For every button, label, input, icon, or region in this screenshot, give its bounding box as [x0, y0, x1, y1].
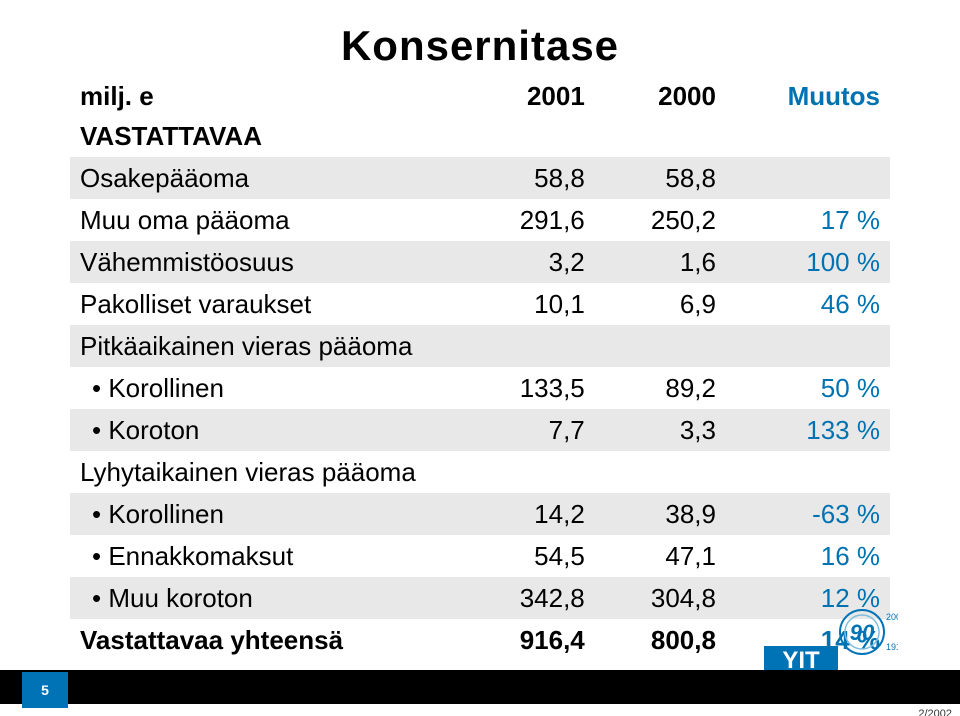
row-c2 — [595, 325, 726, 367]
table: milj. e 2001 2000 Muutos VASTATTAVAAOsak… — [70, 78, 890, 661]
footer-date: 2/2002 — [918, 708, 952, 716]
row-label: Vähemmistöosuus — [70, 241, 464, 283]
row-label: • Korollinen — [70, 493, 464, 535]
row-label: • Ennakkomaksut — [70, 535, 464, 577]
row-label: Muu oma pääoma — [70, 199, 464, 241]
table-row: Osakepääoma58,858,8 — [70, 157, 890, 199]
row-label: • Korollinen — [70, 367, 464, 409]
table-row: Vähemmistöosuus3,21,6100 % — [70, 241, 890, 283]
total-c1: 916,4 — [464, 619, 595, 661]
row-c3: 46 % — [726, 283, 890, 325]
row-c3: -63 % — [726, 493, 890, 535]
row-c1: 291,6 — [464, 199, 595, 241]
row-c3: 50 % — [726, 367, 890, 409]
table-row: • Korollinen14,238,9-63 % — [70, 493, 890, 535]
svg-text:90: 90 — [850, 620, 875, 645]
row-label: VASTATTAVAA — [70, 115, 464, 157]
table-row: • Ennakkomaksut54,547,116 % — [70, 535, 890, 577]
row-label: • Muu koroton — [70, 577, 464, 619]
slide-title: Konsernitase — [0, 22, 960, 70]
row-c2: 250,2 — [595, 199, 726, 241]
row-c1 — [464, 325, 595, 367]
row-c2: 1,6 — [595, 241, 726, 283]
table-row: Muu oma pääoma291,6250,217 % — [70, 199, 890, 241]
table-row: Pitkäaikainen vieras pääoma — [70, 325, 890, 367]
row-c1: 3,2 — [464, 241, 595, 283]
table-body: VASTATTAVAAOsakepääoma58,858,8Muu oma pä… — [70, 115, 890, 619]
col-2001: 2001 — [464, 78, 595, 115]
row-label: Osakepääoma — [70, 157, 464, 199]
row-c2: 6,9 — [595, 283, 726, 325]
row-c1: 7,7 — [464, 409, 595, 451]
row-c3: 17 % — [726, 199, 890, 241]
svg-text:2002: 2002 — [886, 612, 898, 622]
row-c1: 58,8 — [464, 157, 595, 199]
footer-bar: 5 — [0, 670, 960, 704]
row-c1: 54,5 — [464, 535, 595, 577]
row-c3: 133 % — [726, 409, 890, 451]
row-c2 — [595, 115, 726, 157]
row-c2: 47,1 — [595, 535, 726, 577]
row-c3 — [726, 115, 890, 157]
table-head: milj. e 2001 2000 Muutos — [70, 78, 890, 115]
row-c1: 342,8 — [464, 577, 595, 619]
row-c2: 89,2 — [595, 367, 726, 409]
col-2000: 2000 — [595, 78, 726, 115]
row-c3 — [726, 325, 890, 367]
col-label: milj. e — [70, 78, 464, 115]
row-c3 — [726, 451, 890, 493]
row-c1: 10,1 — [464, 283, 595, 325]
total-c2: 800,8 — [595, 619, 726, 661]
row-c2 — [595, 451, 726, 493]
row-c1 — [464, 115, 595, 157]
anniversary-badge: 90 2002 1912 — [840, 610, 898, 654]
slide: Konsernitase milj. e 2001 2000 Muutos VA… — [0, 0, 960, 716]
row-c2: 304,8 — [595, 577, 726, 619]
row-label: • Koroton — [70, 409, 464, 451]
svg-text:1912: 1912 — [886, 642, 898, 652]
table-row: • Korollinen133,589,250 % — [70, 367, 890, 409]
table-row: VASTATTAVAA — [70, 115, 890, 157]
row-label: Pakolliset varaukset — [70, 283, 464, 325]
table-row: Lyhytaikainen vieras pääoma — [70, 451, 890, 493]
row-c2: 58,8 — [595, 157, 726, 199]
page-number: 5 — [22, 672, 68, 708]
row-c3 — [726, 157, 890, 199]
row-label: Lyhytaikainen vieras pääoma — [70, 451, 464, 493]
row-c1 — [464, 451, 595, 493]
balance-table: milj. e 2001 2000 Muutos VASTATTAVAAOsak… — [70, 78, 890, 661]
total-label: Vastattavaa yhteensä — [70, 619, 464, 661]
table-row: Pakolliset varaukset10,16,946 % — [70, 283, 890, 325]
row-c3: 16 % — [726, 535, 890, 577]
row-c2: 3,3 — [595, 409, 726, 451]
row-label: Pitkäaikainen vieras pääoma — [70, 325, 464, 367]
table-row: • Koroton7,73,3133 % — [70, 409, 890, 451]
row-c3: 100 % — [726, 241, 890, 283]
row-c1: 14,2 — [464, 493, 595, 535]
yit-logo: 90 2002 1912 YIT — [758, 606, 898, 676]
row-c1: 133,5 — [464, 367, 595, 409]
col-muutos: Muutos — [726, 78, 890, 115]
row-c2: 38,9 — [595, 493, 726, 535]
